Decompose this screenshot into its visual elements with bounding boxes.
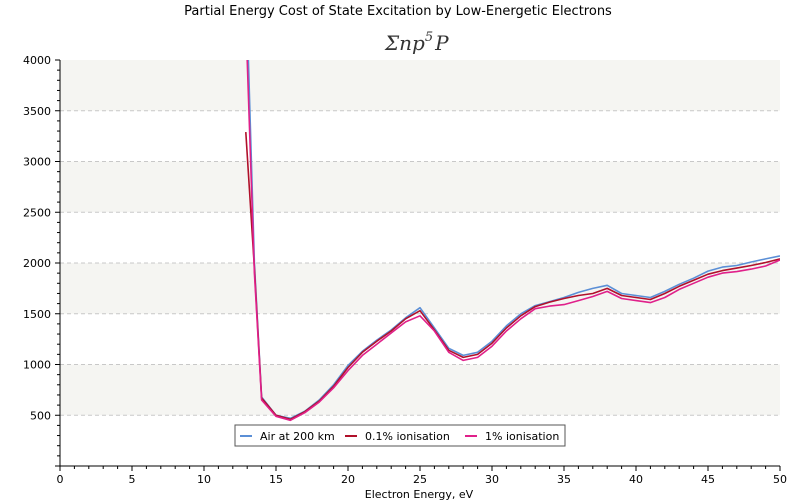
x-tick-label-0: 0 [57, 473, 64, 486]
legend-label-0: Air at 200 km [260, 430, 335, 443]
background-band-1 [60, 263, 780, 314]
y-tick-label-3000: 3000 [23, 156, 51, 169]
x-tick-label-45: 45 [701, 473, 715, 486]
x-tick-label-10: 10 [197, 473, 211, 486]
background-band-3 [60, 60, 780, 111]
legend-box [234, 424, 566, 447]
y-tick-label-4000: 4000 [23, 54, 51, 67]
series-line-2 [246, 60, 780, 422]
x-tick-label-35: 35 [557, 473, 571, 486]
x-tick-label-5: 5 [129, 473, 136, 486]
subtitle-superscript: 5 [425, 30, 433, 45]
legend: Air at 200 km 0.1% ionisation 1% ionisatio… [234, 424, 566, 447]
subtitle-sigma: Σnp [384, 31, 425, 55]
x-tick-label-25: 25 [413, 473, 427, 486]
background-band-2 [60, 161, 780, 213]
x-tick-label-50: 50 [773, 473, 787, 486]
x-axis-label: Electron Energy, eV [365, 488, 474, 500]
x-tick-label-40: 40 [629, 473, 643, 486]
x-tick-label-20: 20 [341, 473, 355, 486]
chart-title: Partial Energy Cost of State Excitation … [184, 4, 612, 19]
y-tick-label-1500: 1500 [23, 308, 51, 321]
series-layer [245, 60, 780, 422]
legend-label-1: 0.1% ionisation [365, 430, 450, 443]
legend-label-2: 1% ionisation [485, 430, 559, 443]
x-tick-label-15: 15 [269, 473, 283, 486]
y-tick-label-2000: 2000 [23, 257, 51, 270]
y-tick-label-2500: 2500 [23, 206, 51, 219]
chart-subtitle: Σnp5 P [384, 30, 449, 55]
subtitle-p: P [434, 31, 449, 55]
y-tick-label-500: 500 [30, 409, 51, 422]
y-axis-ticks: 500 1000 1500 2000 2500 3000 3500 4000 [23, 54, 60, 467]
x-tick-label-30: 30 [485, 473, 499, 486]
series-line-0 [247, 60, 780, 420]
background-band-0 [60, 364, 780, 416]
y-tick-label-3500: 3500 [23, 105, 51, 118]
y-tick-label-1000: 1000 [23, 359, 51, 372]
series-line-1 [245, 132, 780, 421]
grid-lines [60, 110, 780, 416]
x-axis-ticks: 0 5 10 15 20 25 30 35 40 45 50 [57, 466, 787, 486]
plot-background [60, 60, 780, 466]
